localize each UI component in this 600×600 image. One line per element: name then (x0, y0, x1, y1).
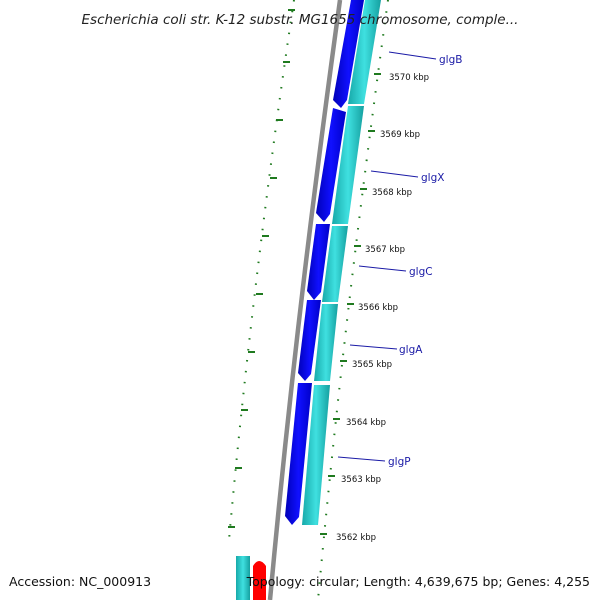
topology-text: Topology: circular; Length: 4,639,675 bp… (246, 574, 590, 589)
gene-glgC-forward[interactable] (307, 224, 330, 300)
kbp-label: 3564 kbp (346, 418, 386, 428)
backbone-ring (267, 0, 343, 600)
gene-label-glgX[interactable]: glgX (421, 172, 444, 184)
gene-glgA-forward[interactable] (298, 300, 321, 381)
scale-band (317, 0, 389, 600)
kbp-label: 3567 kbp (365, 245, 405, 255)
gene-label-glgC[interactable]: glgC (409, 266, 433, 278)
gene-label-glgA[interactable]: glgA (399, 344, 423, 356)
reverse-strand-genes (302, 0, 381, 525)
accession-text: Accession: NC_000913 (9, 574, 151, 589)
gene-glgC-reverse[interactable] (322, 226, 348, 302)
forward-strand-genes (285, 0, 364, 525)
kbp-label: 3568 kbp (372, 188, 412, 198)
gc-skew-band (228, 0, 295, 541)
kbp-label: 3569 kbp (380, 130, 420, 140)
gene-labels: glgB glgX glgC glgA glgP (388, 54, 462, 468)
gene-label-glgB[interactable]: glgB (439, 54, 462, 66)
map-title: Escherichia coli str. K-12 substr. MG165… (82, 12, 519, 28)
kbp-label: 3566 kbp (358, 303, 398, 313)
kbp-label: 3563 kbp (341, 475, 381, 485)
gene-glgX-reverse[interactable] (332, 106, 364, 224)
gc-skew-ticks (228, 9, 295, 528)
scale-ticks (320, 73, 381, 535)
gene-label-lines (337, 51, 437, 462)
cyan-feature[interactable] (236, 556, 250, 600)
kbp-label: 3570 kbp (389, 73, 429, 83)
gene-label-glgP[interactable]: glgP (388, 456, 411, 468)
gene-glgA-reverse[interactable] (314, 304, 338, 381)
bottom-features (236, 556, 266, 600)
gene-glgP-forward[interactable] (285, 383, 312, 525)
scale-labels: 3570 kbp 3569 kbp 3568 kbp 3567 kbp 3566… (336, 73, 429, 543)
gene-glgB-forward[interactable] (333, 0, 364, 108)
gene-glgP-reverse[interactable] (302, 385, 330, 525)
kbp-label: 3565 kbp (352, 360, 392, 370)
kbp-label: 3562 kbp (336, 533, 376, 543)
gene-glgB-reverse[interactable] (348, 0, 381, 104)
gene-glgX-forward[interactable] (316, 108, 346, 222)
rna-feature[interactable] (253, 561, 266, 600)
